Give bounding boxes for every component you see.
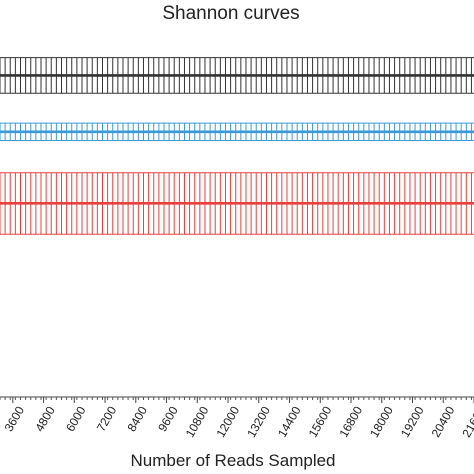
series-1	[0, 122, 474, 142]
series-0	[0, 57, 474, 94]
x-tick-label: 18000	[367, 404, 396, 440]
series-2	[0, 172, 474, 235]
x-tick-label: 19200	[398, 404, 427, 440]
x-tick-label: 6000	[63, 404, 89, 434]
x-tick-label: 7200	[94, 404, 120, 434]
x-tick-label: 21600	[459, 404, 474, 440]
plot-area	[0, 57, 474, 235]
x-axis-label: Number of Reads Sampled	[130, 451, 335, 470]
x-tick-label: 4800	[32, 404, 58, 434]
x-axis-ticks: 3600 4800 6000 7200 8400 9600 10800 12000 13200 1…	[0, 397, 474, 440]
x-tick-label: 14400	[275, 404, 304, 440]
x-tick-label: 9600	[155, 404, 181, 434]
x-tick-label: 20400	[429, 404, 458, 440]
x-tick-label: 10800	[183, 404, 212, 440]
x-tick-label: 16800	[336, 404, 365, 440]
x-tick-label: 13200	[244, 404, 273, 440]
x-tick-label: 12000	[213, 404, 242, 440]
x-tick-label: 15600	[306, 404, 335, 440]
x-tick-label: 8400	[125, 404, 151, 434]
chart-title: Shannon curves	[162, 3, 299, 24]
x-tick-label: 3600	[2, 404, 28, 434]
